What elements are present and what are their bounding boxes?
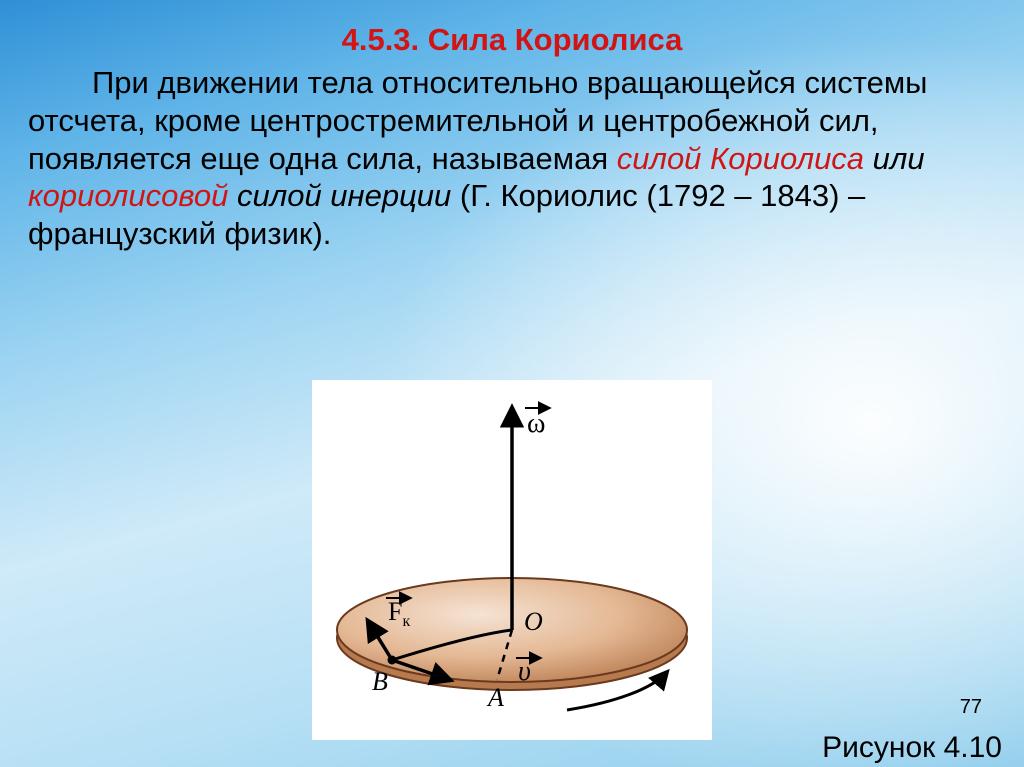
text-segment: или <box>864 141 925 176</box>
highlight-coriolis-force: силой Кориолиса <box>617 141 864 176</box>
slide: 4.5.3. Сила Кориолиса При движении тела … <box>0 0 1024 767</box>
label-O: O <box>524 607 543 636</box>
coriolis-diagram: ω O A B Fк υ <box>312 380 712 740</box>
page-number: 77 <box>960 696 982 719</box>
label-B: B <box>372 667 388 696</box>
label-A: A <box>486 683 504 712</box>
label-v: υ <box>518 656 531 687</box>
figure-caption: Рисунок 4.10 <box>822 731 1002 765</box>
slide-title: 4.5.3. Сила Кориолиса <box>28 22 996 58</box>
text-segment: силой инерции <box>228 178 451 213</box>
label-omega: ω <box>527 408 545 439</box>
body-paragraph: При движении тела относительно вращающей… <box>28 64 996 253</box>
highlight-coriolis-adj: кориолисовой <box>28 178 228 213</box>
